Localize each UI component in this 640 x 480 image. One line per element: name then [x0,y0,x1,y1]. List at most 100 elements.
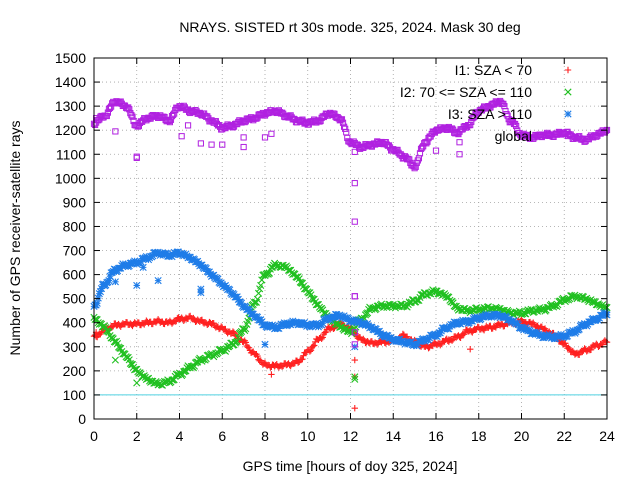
series-4-point [339,119,347,126]
series-2-point [112,337,121,345]
series-3-point [287,321,295,329]
series-3-point [375,327,383,335]
y-tick-label: 600 [63,267,87,283]
series-4-point [125,104,132,111]
x-tick-label: 0 [90,428,98,444]
series-4-outlier-point [112,128,119,135]
legend-marker-3 [564,110,572,118]
series-2-point [233,337,241,345]
series-1-outlier-point [268,371,275,378]
series-4-point [338,116,346,123]
series-4-outlier-point [351,341,358,348]
x-tick-label: 12 [343,428,359,444]
series-1-outlier-point [467,346,474,353]
series-1-point [319,334,326,341]
series-3-point [413,342,421,350]
series-1-point [190,314,197,322]
series-4-outlier-point [240,143,247,151]
series-2-point [543,303,551,312]
series-4-point [171,110,178,117]
x-tick-label: 2 [133,428,141,444]
series-2-point [377,300,386,308]
series-3-point [456,320,465,328]
series-3-point [437,327,445,335]
series-3-point [312,319,320,328]
series-2-outlier-point [351,375,359,383]
series-4-outlier-point [456,151,463,158]
series-2-point [257,281,265,290]
series-4-outlier-point [351,293,358,300]
series-3-outlier-point [111,278,119,286]
series-2-point [294,273,302,281]
series-4-point [342,125,349,132]
series-3-point [111,265,119,274]
series-2-point [365,305,373,314]
axis-ticks: 0 2 4 6 8 10 12 14 16 18 20 22 240100200300400500600… [55,50,615,444]
y-tick-label: 1200 [55,122,86,138]
series-4-point [128,112,135,119]
series-3-point [245,305,253,313]
series-4-outlier-point [219,141,226,148]
series-4-outlier-point [261,134,269,141]
series-4-point [467,121,474,129]
series-4-outlier-point [208,141,215,148]
series-3-point [169,250,177,259]
legend-marker-4 [564,132,572,140]
series-3-point [257,316,265,324]
series-3-point [226,286,234,294]
series-3-point [587,318,595,326]
series-2-point [124,353,132,362]
series-1-point [245,344,253,351]
series-1-point [562,340,569,347]
series-3-outlier-point [154,277,162,285]
legend-label-4: global [495,128,532,144]
series-3-point [436,329,444,337]
series-1-point [322,328,330,336]
series-3-point [424,336,433,344]
series-3-point [364,320,372,328]
series-1-point [98,329,105,336]
series-1-point [278,363,286,370]
series-3-point [95,290,103,298]
series-2-point [338,322,346,331]
y-tick-label: 1000 [55,170,86,186]
series-2-point [253,295,262,303]
series-1-point [587,346,595,353]
series-3-point [319,319,327,327]
series-2-point [496,304,504,313]
series-3-point [205,268,214,276]
series-3-point [275,324,283,333]
series-2-point [242,325,250,333]
series-2-point [599,301,607,309]
x-tick-label: 22 [556,428,572,444]
series-1-point [229,328,237,335]
y-tick-label: 1300 [55,98,86,114]
series-2-point [414,296,422,304]
chart-title: NRAYS. SISTED rt 30s mode. 325, 2024. Ma… [179,19,520,35]
series-3-point [186,253,194,261]
series-3-point [494,310,502,318]
series-4-outlier-point [351,180,358,187]
legend-label-2: I2: 70 <= SZA <= 110 [400,84,532,100]
series-3-point [149,252,157,260]
series-4-point [513,122,520,130]
series-1-point [318,335,325,343]
legend-marker-1 [564,66,572,74]
legend-marker-2 [564,88,572,96]
y-tick-label: 1500 [55,50,86,66]
series-2-point [254,289,263,297]
series-1-point [242,339,249,346]
series-3-point [131,257,139,265]
series-1-point [565,344,572,351]
x-tick-label: 24 [599,428,615,444]
series-3-point [194,257,202,265]
series-4-point [416,150,424,157]
series-3-point [445,325,453,333]
series-3-point [96,288,105,296]
series-3-outlier-point [133,281,141,290]
x-tick-label: 20 [514,428,530,444]
series-3-outlier-point [197,289,205,297]
series-1-point [299,355,306,363]
data-points [90,97,611,412]
